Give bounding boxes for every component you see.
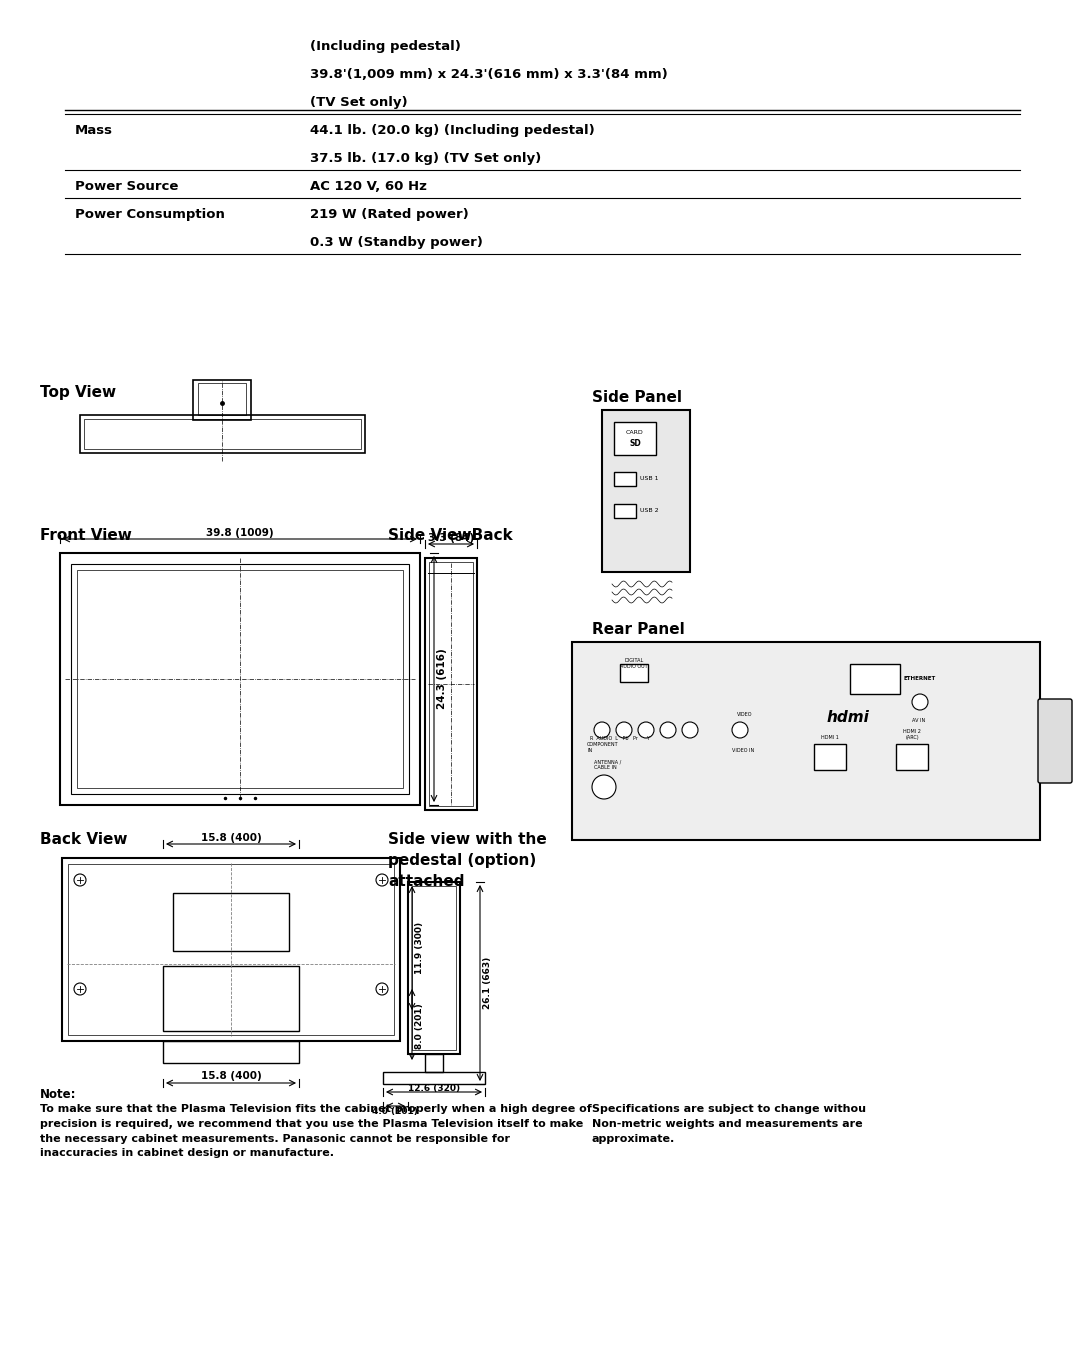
Bar: [163, 966, 299, 1031]
Bar: [383, 1072, 485, 1084]
Circle shape: [376, 984, 388, 994]
Text: 8.0 (201): 8.0 (201): [415, 1003, 424, 1049]
Text: Side ViewBack: Side ViewBack: [388, 528, 513, 543]
Text: 26.1 (663): 26.1 (663): [483, 957, 492, 1009]
Text: Side Panel: Side Panel: [592, 390, 681, 405]
Text: 0.3 W (Standby power): 0.3 W (Standby power): [310, 237, 483, 249]
Bar: [68, 865, 394, 1035]
Text: SD: SD: [630, 440, 640, 448]
Text: 39.8'(1,009 mm) x 24.3'(616 mm) x 3.3'(84 mm): 39.8'(1,009 mm) x 24.3'(616 mm) x 3.3'(8…: [310, 68, 667, 81]
Text: 219 W (Rated power): 219 W (Rated power): [310, 208, 469, 222]
Text: 44.1 lb. (20.0 kg) (Including pedestal): 44.1 lb. (20.0 kg) (Including pedestal): [310, 124, 595, 137]
Circle shape: [912, 694, 928, 710]
Text: R  AUDIO  L   Pb   Pr      Y: R AUDIO L Pb Pr Y: [590, 736, 650, 741]
Bar: [814, 744, 846, 770]
Circle shape: [638, 723, 654, 737]
Text: 39.8 (1009): 39.8 (1009): [206, 528, 274, 538]
Text: 15.8 (400): 15.8 (400): [201, 1072, 261, 1081]
Bar: [77, 570, 403, 787]
Text: 3.3 (84): 3.3 (84): [428, 533, 474, 543]
Text: HDMI 2
(ARC): HDMI 2 (ARC): [903, 729, 921, 740]
Bar: [163, 1040, 299, 1063]
Bar: [572, 643, 1040, 840]
Bar: [173, 893, 289, 951]
Text: VIDEO: VIDEO: [737, 712, 753, 717]
Text: HDMI 1: HDMI 1: [821, 735, 839, 740]
Text: Power Consumption: Power Consumption: [75, 208, 225, 222]
Circle shape: [660, 723, 676, 737]
Text: 15.8 (400): 15.8 (400): [201, 833, 261, 843]
Text: Front View: Front View: [40, 528, 132, 543]
Bar: [426, 1054, 443, 1072]
FancyBboxPatch shape: [1038, 700, 1072, 783]
Text: DIGITAL
AUDIO OUT: DIGITAL AUDIO OUT: [620, 658, 648, 668]
Bar: [60, 553, 420, 805]
Bar: [896, 744, 928, 770]
Bar: [80, 415, 365, 453]
Bar: [850, 664, 900, 694]
Circle shape: [376, 874, 388, 886]
Circle shape: [732, 723, 748, 737]
Text: To make sure that the Plasma Television fits the cabinet properly when a high de: To make sure that the Plasma Television …: [40, 1104, 592, 1158]
Text: 24.3 (616): 24.3 (616): [437, 648, 447, 709]
Bar: [620, 664, 648, 682]
Bar: [411, 886, 456, 1050]
Text: hdmi: hdmi: [827, 710, 869, 725]
Circle shape: [594, 723, 610, 737]
Text: Specifications are subject to change withou
Non-metric weights and measurements : Specifications are subject to change wit…: [592, 1104, 866, 1143]
Circle shape: [681, 723, 698, 737]
Text: 4.0 (101): 4.0 (101): [373, 1107, 418, 1116]
Bar: [426, 557, 477, 810]
Bar: [62, 858, 400, 1040]
Text: ETHERNET: ETHERNET: [904, 676, 936, 682]
Circle shape: [592, 775, 616, 800]
Text: Rear Panel: Rear Panel: [592, 622, 685, 637]
Text: Mass: Mass: [75, 124, 113, 137]
Bar: [602, 410, 690, 572]
Bar: [84, 419, 361, 449]
Text: 37.5 lb. (17.0 kg) (TV Set only): 37.5 lb. (17.0 kg) (TV Set only): [310, 153, 541, 165]
Text: ANTENNA /
CABLE IN: ANTENNA / CABLE IN: [594, 759, 621, 770]
Circle shape: [75, 984, 86, 994]
Bar: [408, 882, 460, 1054]
Text: USB 1: USB 1: [640, 476, 659, 482]
Circle shape: [616, 723, 632, 737]
Bar: [615, 472, 636, 486]
Text: (TV Set only): (TV Set only): [310, 96, 407, 110]
Bar: [198, 383, 246, 415]
Text: 12.6 (320): 12.6 (320): [408, 1084, 460, 1093]
Text: VIDEO IN: VIDEO IN: [732, 748, 754, 754]
Text: Power Source: Power Source: [75, 180, 178, 193]
Text: COMPONENT
IN: COMPONENT IN: [588, 743, 619, 754]
Bar: [615, 422, 656, 455]
Text: Side view with the
pedestal (option)
attached: Side view with the pedestal (option) att…: [388, 832, 546, 889]
Bar: [193, 380, 251, 419]
Text: AV IN: AV IN: [912, 718, 926, 723]
Bar: [615, 505, 636, 518]
Text: AC 120 V, 60 Hz: AC 120 V, 60 Hz: [310, 180, 427, 193]
Text: Back View: Back View: [40, 832, 127, 847]
Bar: [71, 564, 409, 794]
Text: Note:: Note:: [40, 1088, 77, 1101]
Text: USB 2: USB 2: [640, 509, 659, 514]
Text: (Including pedestal): (Including pedestal): [310, 41, 461, 53]
Text: Top View: Top View: [40, 386, 117, 400]
Circle shape: [75, 874, 86, 886]
Text: 11.9 (300): 11.9 (300): [415, 921, 424, 974]
Text: CARD: CARD: [626, 430, 644, 436]
Bar: [429, 561, 473, 806]
